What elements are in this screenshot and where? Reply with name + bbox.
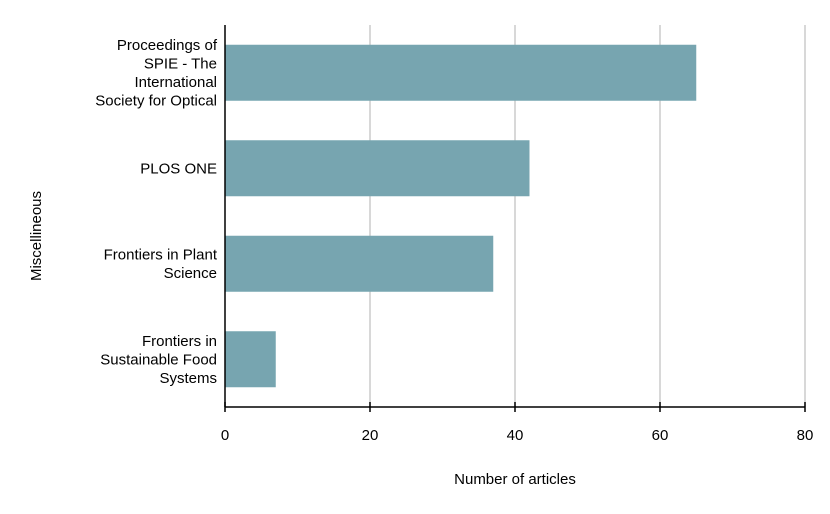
category-label: Proceedings of SPIE - The International Soc… xyxy=(95,37,218,110)
category-label-line: SPIE - The xyxy=(144,56,217,73)
category-label-line: International xyxy=(134,74,217,91)
x-axis-title: Number of articles xyxy=(454,471,576,488)
x-tick-label: 0 xyxy=(221,427,229,444)
category-label-line: PLOS ONE xyxy=(140,160,217,177)
x-tick-label: 60 xyxy=(652,427,669,444)
category-label: PLOS ONE xyxy=(140,160,217,177)
category-label-line: Proceedings of xyxy=(117,37,218,54)
category-label-line: Frontiers in Plant xyxy=(104,247,218,264)
x-tick-label: 20 xyxy=(362,427,379,444)
bar xyxy=(225,44,697,101)
category-label: Frontiers in Plant Science xyxy=(104,247,218,283)
category-label-line: Sustainable Food xyxy=(100,351,217,368)
x-tick-label: 80 xyxy=(797,427,814,444)
category-label-line: Frontiers in xyxy=(142,333,217,350)
category-label-line: Society for Optical xyxy=(95,93,217,110)
x-tick-label: 40 xyxy=(507,427,524,444)
category-labels: Proceedings of SPIE - The International Soc… xyxy=(95,37,218,387)
category-label: Frontiers in Sustainable Food Systems xyxy=(100,333,217,387)
category-label-line: Systems xyxy=(159,370,217,387)
category-label-line: Science xyxy=(164,265,217,282)
bar xyxy=(225,140,530,197)
y-axis-title: Miscellineous xyxy=(28,191,45,281)
x-ticks: 0 20 40 60 80 xyxy=(221,402,814,444)
bar xyxy=(225,235,494,292)
bar xyxy=(225,331,276,388)
bars xyxy=(225,44,697,388)
